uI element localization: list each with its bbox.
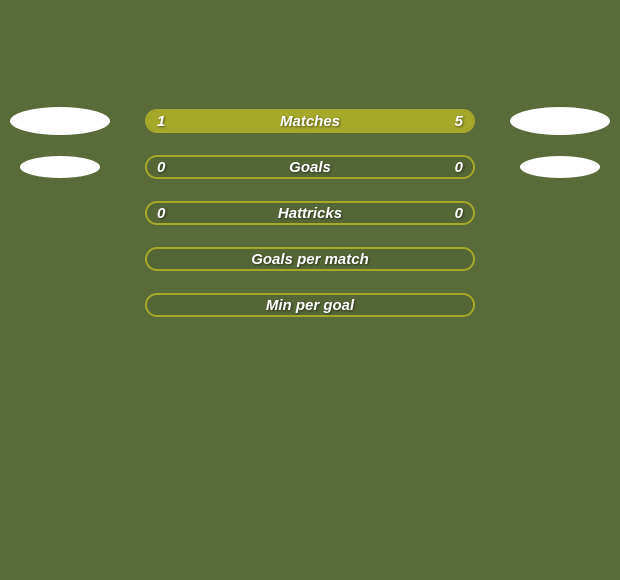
stat-bar: Goals per match [145,247,475,271]
stat-row: Goals per match [0,236,620,282]
stat-label: Goals [147,157,473,177]
stat-bar: 00Goals [145,155,475,179]
player-marker-left [10,107,110,135]
stat-label: Hattricks [147,203,473,223]
stats-container: 15Matches 00Goals 00Hattricks Goals per mat… [0,98,620,328]
stat-bar: 15Matches [145,109,475,133]
stat-row: 00Hattricks [0,190,620,236]
stat-row: 00Goals [0,144,620,190]
stat-bar: Min per goal [145,293,475,317]
stat-bar: 00Hattricks [145,201,475,225]
player-marker-left [20,156,100,178]
stat-label: Goals per match [147,249,473,269]
stat-row: 15Matches [0,98,620,144]
player-marker-right [520,156,600,178]
player-marker-right [510,107,610,135]
stat-row: Min per goal [0,282,620,328]
stat-label: Min per goal [147,295,473,315]
stat-label: Matches [147,111,473,131]
